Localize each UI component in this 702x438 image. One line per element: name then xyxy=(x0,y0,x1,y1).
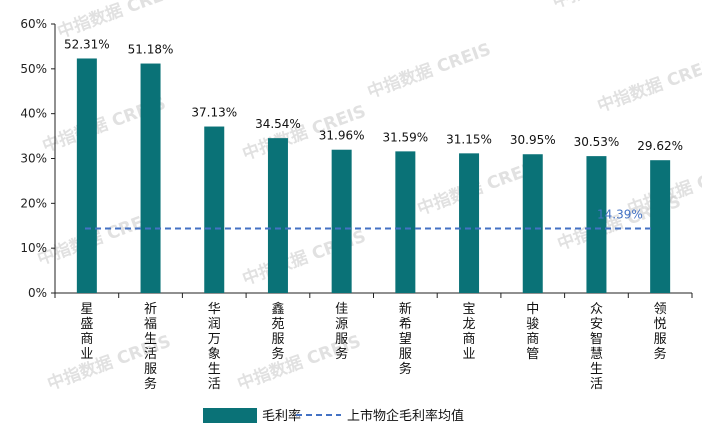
legend-label-line: 上市物企毛利率均值 xyxy=(347,408,464,424)
y-tick-label: 40% xyxy=(20,107,47,121)
legend-swatch-bar xyxy=(203,408,257,423)
watermark-text: 中指数据 CREIS xyxy=(595,53,702,117)
category-label: 领悦服务 xyxy=(654,302,667,362)
data-label: 31.15% xyxy=(446,132,492,146)
bar xyxy=(331,149,352,293)
data-label: 51.18% xyxy=(128,43,174,57)
bar xyxy=(650,160,671,293)
bar-series xyxy=(76,58,671,293)
bar xyxy=(76,58,97,293)
data-label: 30.53% xyxy=(574,135,620,149)
data-label: 31.59% xyxy=(382,130,428,144)
category-label: 众安智慧生活 xyxy=(590,302,603,392)
y-tick-label: 20% xyxy=(20,196,47,210)
bar xyxy=(586,156,607,293)
legend-label-bar: 毛利率 xyxy=(262,408,301,424)
data-label: 52.31% xyxy=(64,37,110,51)
bar xyxy=(204,126,225,293)
y-tick-label: 30% xyxy=(20,152,47,166)
watermark-text: 中指数据 CREIS xyxy=(365,39,494,103)
data-label: 37.13% xyxy=(191,106,237,120)
category-label: 佳源服务 xyxy=(335,302,348,362)
axes: 0% 10% 20% 30% 40% 50% 60% xyxy=(20,17,693,300)
data-label: 30.95% xyxy=(510,133,556,147)
y-tick-label: 10% xyxy=(20,241,47,255)
category-label: 华润万象生活 xyxy=(208,302,221,392)
y-tick-label: 60% xyxy=(20,17,47,31)
data-labels: 52.31% 51.18% 37.13% 34.54% 31.96% 31.59% 31.1… xyxy=(64,37,683,153)
bar xyxy=(267,138,288,293)
average-line-group: 14.39% xyxy=(85,207,654,230)
category-label: 鑫苑服务 xyxy=(271,301,284,362)
y-tick-label: 50% xyxy=(20,62,47,76)
category-label: 中骏商管 xyxy=(526,302,539,362)
bar xyxy=(459,153,480,293)
category-label: 新希望服务 xyxy=(399,301,412,377)
watermark-text: 中指数据 CREIS xyxy=(55,0,184,43)
bar xyxy=(395,151,416,293)
watermark-text: 中指数据 CREIS xyxy=(550,0,679,13)
data-label: 31.96% xyxy=(319,129,365,143)
average-line-label: 14.39% xyxy=(597,207,643,221)
category-label: 星盛商业 xyxy=(80,302,93,362)
bar xyxy=(522,154,543,293)
legend: 毛利率 上市物企毛利率均值 xyxy=(203,408,464,424)
y-tick-label: 0% xyxy=(28,286,47,300)
data-label: 34.54% xyxy=(255,117,301,131)
data-label: 29.62% xyxy=(637,139,683,153)
bar xyxy=(140,63,161,293)
category-labels: 星盛商业 祈福生活服务 华润万象生活 鑫苑服务 佳源服务 新希望服务 宝龙商业 中骏商管 众安智… xyxy=(80,301,666,392)
category-label: 祈福生活服务 xyxy=(144,302,157,392)
category-label: 宝龙商业 xyxy=(463,302,476,362)
